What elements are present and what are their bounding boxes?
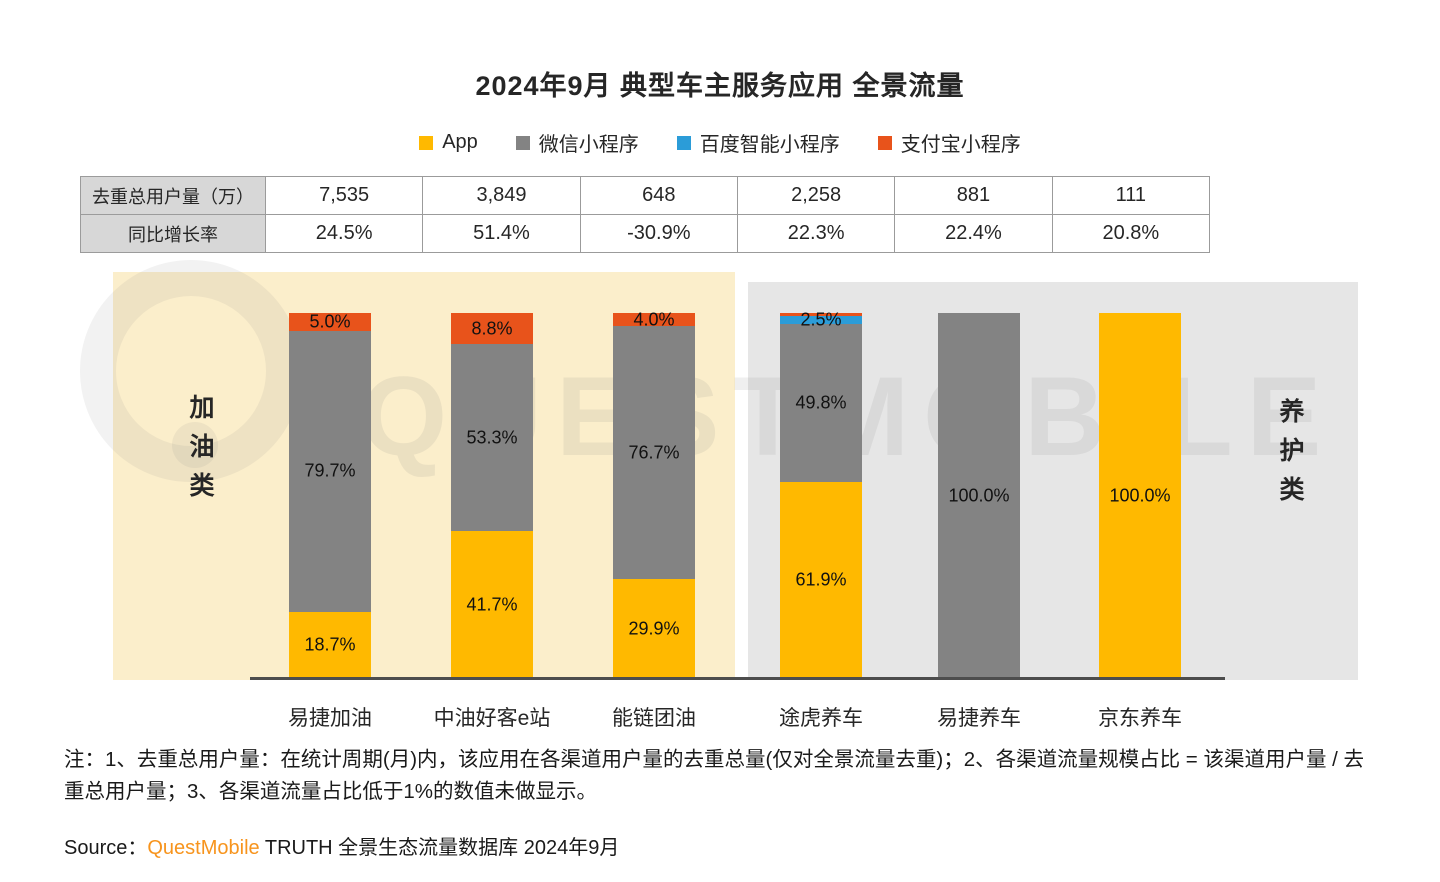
- segment-value-label: 8.8%: [471, 318, 513, 339]
- bar-segment: [780, 313, 862, 316]
- chart-plot: 18.7% 79.7% 5.0% 41.7% 53.3% 8.8% 29.9% 76.7% 4.…: [0, 272, 1440, 680]
- stacked-bar-6: 100.0%: [1099, 313, 1181, 678]
- bar-segment: 76.7%: [613, 326, 695, 580]
- legend-swatch-app: [419, 135, 434, 150]
- table-cell: 648: [579, 176, 738, 215]
- source-suffix: TRUTH 全景生态流量数据库 2024年9月: [259, 837, 620, 859]
- table-row-label: 同比增长率: [80, 214, 266, 253]
- bar-segment: 4.0%: [613, 309, 695, 329]
- segment-value-label: 41.7%: [466, 594, 518, 615]
- fuel-zone-label: 加油类: [186, 394, 214, 511]
- chart-title: 2024年9月 典型车主服务应用 全景流量: [475, 71, 965, 101]
- chart-area: QUESTMOBILE 加油类 养护类 18.7%79.7%5.0%41.7%5…: [0, 260, 1440, 680]
- maintenance-zone-label: 养护类: [1276, 398, 1304, 515]
- table-cell: 7,535: [264, 176, 424, 215]
- legend-label-baidu: 百度智能小程序: [699, 134, 840, 156]
- table-row-growth: 同比增长率 24.5% 51.4% -30.9% 22.3% 22.4% 20.…: [80, 214, 1211, 253]
- segment-value-label: 18.7%: [304, 634, 356, 655]
- legend-item-app: App: [419, 131, 478, 154]
- segment-value-label: 2.5%: [800, 309, 842, 330]
- bar-segment: 61.9%: [780, 481, 862, 678]
- bar-segment: 100.0%: [938, 313, 1020, 678]
- category-label: 能链团油: [612, 707, 696, 730]
- table-row-users: 去重总用户量（万） 7,535 3,849 648 2,258 881 111: [80, 176, 1211, 215]
- segment-value-label: 79.7%: [304, 460, 356, 481]
- segment-value-label: 76.7%: [628, 442, 680, 463]
- bar-segment: 53.3%: [451, 344, 533, 532]
- category-labels: 易捷加油 中油好客e站 能链团油 途虎养车 易捷养车 京东养车: [0, 702, 1440, 732]
- table-cell: 22.3%: [736, 214, 896, 253]
- bar-segment: 79.7%: [289, 330, 371, 612]
- segment-value-label: 100.0%: [1109, 485, 1171, 505]
- stacked-bar-5: 100.0%: [938, 313, 1020, 678]
- legend-label-app: App: [442, 131, 478, 153]
- table-cell: 881: [894, 176, 1053, 215]
- segment-value-label: 53.3%: [466, 427, 518, 448]
- category-label: 京东养车: [1098, 707, 1182, 730]
- legend-item-wechat: 微信小程序: [515, 128, 639, 157]
- source-line: Source：QuestMobile TRUTH 全景生态流量数据库 2024年…: [64, 831, 619, 860]
- legend-swatch-wechat: [515, 135, 530, 150]
- table-row-label: 去重总用户量（万）: [80, 176, 266, 215]
- bar-segment: 29.9%: [613, 579, 695, 678]
- legend-swatch-baidu: [676, 135, 691, 150]
- table-cell: 51.4%: [422, 214, 581, 253]
- table-cell: 3,849: [422, 176, 581, 215]
- segment-value-label: 49.8%: [795, 392, 847, 413]
- segment-value-label: 5.0%: [309, 311, 351, 332]
- legend: App 微信小程序 百度智能小程序 支付宝小程序: [0, 128, 1440, 157]
- legend-item-alipay: 支付宝小程序: [877, 128, 1021, 157]
- table-cell: 22.4%: [894, 214, 1053, 253]
- table-cell: 111: [1051, 176, 1211, 215]
- category-label: 易捷加油: [288, 707, 372, 730]
- stats-table: 去重总用户量（万） 7,535 3,849 648 2,258 881 111 …: [80, 176, 1211, 253]
- bar-segment: 41.7%: [451, 531, 533, 678]
- category-label: 中油好客e站: [433, 707, 551, 730]
- table-cell: -30.9%: [579, 214, 738, 253]
- bar-segment: 5.0%: [289, 311, 371, 331]
- stacked-bar-2: 41.7% 53.3% 8.8%: [451, 313, 533, 678]
- legend-swatch-alipay: [877, 135, 892, 150]
- table-cell: 2,258: [736, 176, 896, 215]
- source-prefix: Source：: [64, 837, 148, 859]
- bar-segment: 49.8%: [780, 323, 862, 482]
- legend-label-wechat: 微信小程序: [538, 134, 639, 156]
- bar-segment: 2.5%: [780, 309, 862, 329]
- legend-label-alipay: 支付宝小程序: [900, 134, 1021, 156]
- segment-value-label: 100.0%: [948, 485, 1010, 505]
- x-axis-line: [250, 677, 1225, 680]
- table-cell: 20.8%: [1051, 214, 1211, 253]
- source-brand: QuestMobile: [147, 837, 260, 859]
- bar-segment: 8.8%: [451, 313, 533, 345]
- segment-value-label: 4.0%: [633, 309, 675, 330]
- stacked-bar-1: 18.7% 79.7% 5.0%: [289, 311, 371, 678]
- category-label: 途虎养车: [779, 707, 863, 730]
- footnote: 注：1、去重总用户量：在统计周期(月)内，该应用在各渠道用户量的去重总量(仅对全…: [64, 748, 1365, 803]
- segment-value-label: 29.9%: [628, 618, 680, 639]
- stacked-bar-3: 29.9% 76.7% 4.0%: [613, 309, 695, 678]
- table-cell: 24.5%: [264, 214, 424, 253]
- segment-value-label: 61.9%: [795, 569, 847, 590]
- bar-segment: 100.0%: [1099, 313, 1181, 678]
- category-label: 易捷养车: [937, 707, 1021, 730]
- bar-segment: 18.7%: [289, 612, 371, 678]
- legend-item-baidu: 百度智能小程序: [676, 128, 840, 157]
- stacked-bar-4: 61.9% 49.8% 2.5%: [780, 309, 862, 678]
